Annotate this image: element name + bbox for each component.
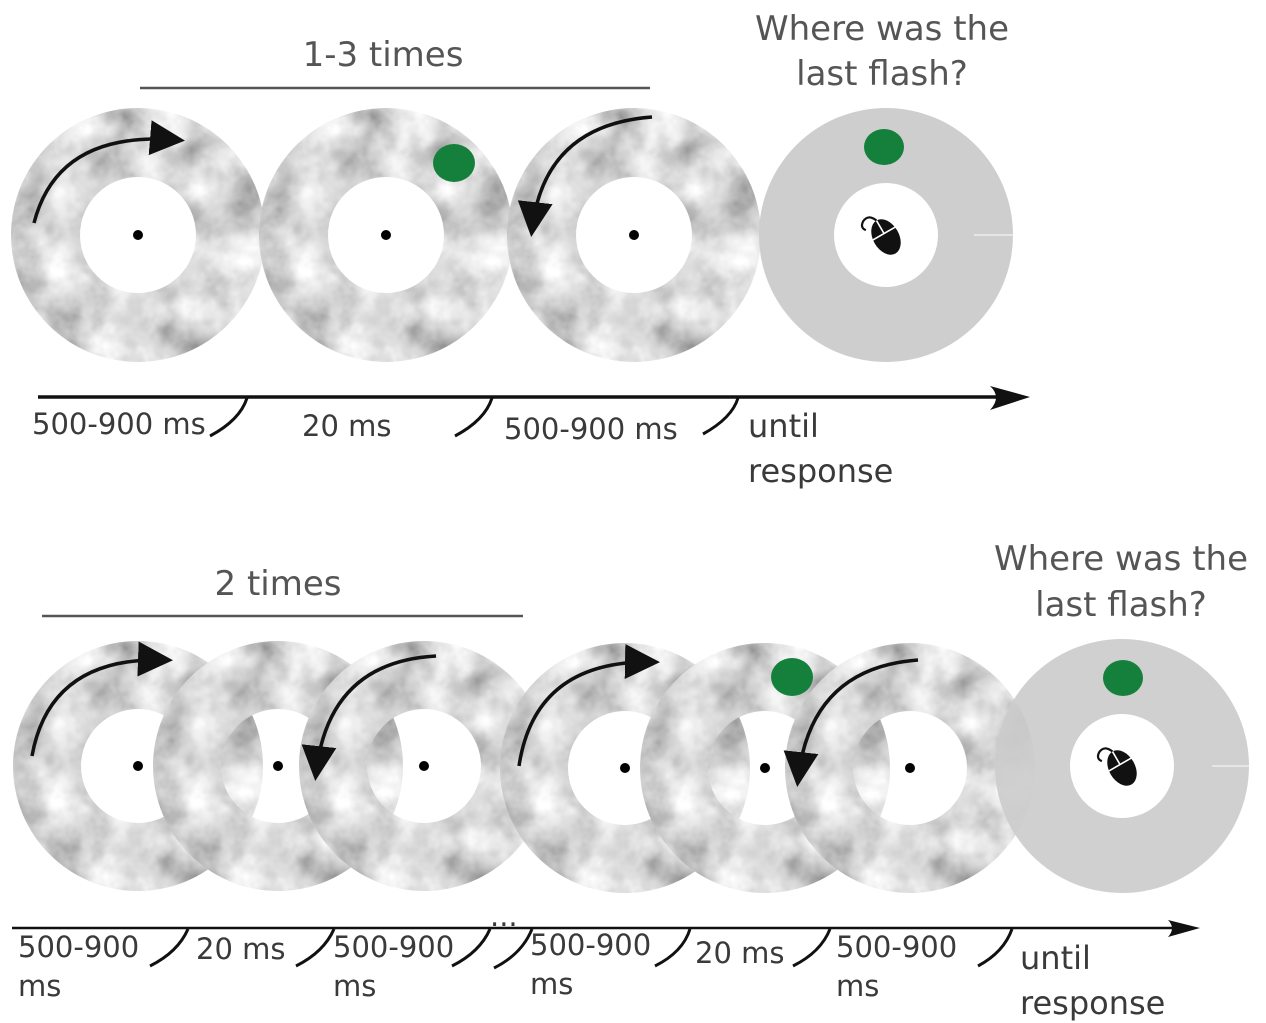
fixation-dot-icon: [419, 761, 429, 771]
until-label: until: [748, 407, 819, 445]
response-disc: [995, 639, 1249, 893]
counterclockwise-arrow-icon: [783, 658, 919, 787]
timeline-arrow-icon: [990, 386, 1030, 410]
fixation-dot-icon: [760, 763, 770, 773]
segment-tick: [149, 928, 190, 968]
segment-label-1b: ms: [18, 969, 61, 1003]
repeat-label: 1-3 times: [303, 35, 464, 75]
question-line-1: Where was the: [755, 9, 1009, 49]
segment-label-5: 20 ms: [695, 936, 784, 970]
clockwise-arrow-icon: [517, 644, 660, 767]
segment-label-4a: 500-900: [530, 928, 651, 962]
fixation-dot-icon: [620, 763, 630, 773]
computer-mouse-icon: [860, 216, 901, 255]
stimulus-disc-3: [504, 105, 764, 365]
fixation-dot-icon: [133, 761, 143, 771]
segment-label-1a: 500-900: [18, 930, 139, 964]
segment-tick: [977, 928, 1014, 968]
segment-tick: [451, 928, 492, 968]
question-line-1: Where was the: [994, 539, 1248, 579]
clockwise-arrow-icon: [32, 120, 185, 224]
stimulus-disc-1: [8, 105, 268, 365]
segment-label-6b: ms: [836, 969, 879, 1003]
counterclockwise-arrow-icon: [301, 654, 437, 781]
segment-label-4b: ms: [530, 967, 573, 1001]
segment-label-6a: 500-900: [836, 930, 957, 964]
panel-top: 1-3 times Where was the last flash?: [8, 9, 1030, 490]
segment-label-2: 20 ms: [196, 932, 285, 966]
clockwise-arrow-icon: [30, 641, 173, 757]
question-line-2: last flash?: [796, 54, 968, 94]
stimulus-disc-2: [256, 105, 516, 365]
green-flash-target: [1103, 660, 1143, 696]
segment-tick: [209, 397, 249, 438]
segment-label-3a: 500-900: [333, 930, 454, 964]
segment-tick: [654, 928, 692, 968]
segment-label-3: 500-900 ms: [504, 412, 678, 446]
response-disc: [759, 108, 1013, 362]
ellipsis: ...: [490, 899, 518, 933]
fixation-dot-icon: [133, 230, 143, 240]
segment-tick: [454, 397, 494, 438]
timeline-arrow-icon: [1168, 920, 1200, 937]
fixation-dot-icon: [381, 230, 391, 240]
response-label: response: [748, 452, 893, 490]
fixation-dot-icon: [629, 230, 639, 240]
fixation-dot-icon: [905, 763, 915, 773]
fixation-dot-icon: [273, 761, 283, 771]
question-line-2: last flash?: [1035, 585, 1207, 625]
until-label: until: [1020, 939, 1091, 977]
computer-mouse-icon: [1096, 747, 1137, 786]
segment-tick: [792, 928, 832, 968]
green-flash: [433, 144, 475, 182]
counterclockwise-arrow-icon: [517, 115, 653, 237]
segment-label-1: 500-900 ms: [32, 407, 206, 441]
segment-tick: [295, 928, 336, 968]
response-label: response: [1020, 984, 1165, 1022]
repeat-label: 2 times: [215, 564, 342, 604]
segment-label-3b: ms: [333, 969, 376, 1003]
segment-tick: [493, 928, 534, 970]
panel-bottom: 2 times Where was the last flash?: [8, 539, 1249, 1022]
segment-tick: [702, 397, 740, 436]
segment-label-2: 20 ms: [302, 409, 391, 443]
green-flash-target: [864, 129, 904, 165]
